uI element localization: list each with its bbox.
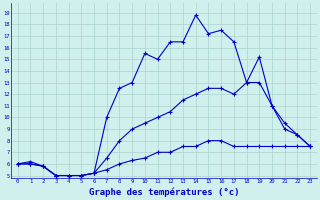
X-axis label: Graphe des températures (°c): Graphe des températures (°c) <box>89 187 239 197</box>
